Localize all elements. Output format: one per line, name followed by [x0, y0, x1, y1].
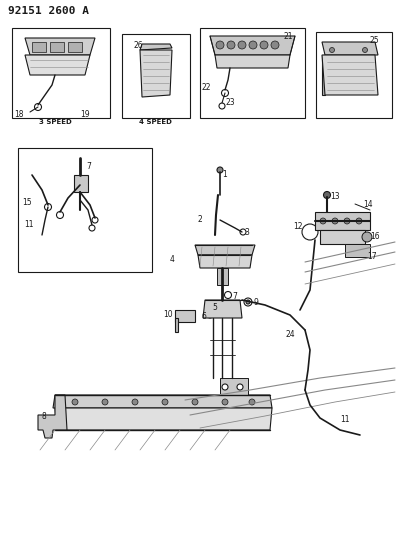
Circle shape — [222, 90, 228, 96]
Bar — [12, 28, 110, 118]
Circle shape — [222, 399, 228, 405]
Circle shape — [102, 399, 108, 405]
Circle shape — [356, 218, 362, 224]
Circle shape — [214, 304, 222, 312]
Circle shape — [56, 212, 64, 219]
Circle shape — [207, 312, 213, 318]
Polygon shape — [215, 55, 290, 68]
Bar — [74, 175, 88, 192]
Polygon shape — [53, 395, 272, 408]
Text: 9: 9 — [253, 298, 258, 307]
Circle shape — [238, 41, 246, 49]
Text: 21: 21 — [283, 32, 292, 41]
Text: 14: 14 — [363, 200, 373, 209]
Text: 18: 18 — [14, 110, 24, 119]
Polygon shape — [315, 212, 370, 230]
Circle shape — [72, 399, 78, 405]
Polygon shape — [175, 318, 178, 332]
Polygon shape — [195, 245, 255, 255]
Polygon shape — [320, 230, 365, 244]
Bar — [50, 42, 64, 52]
Text: 3: 3 — [244, 228, 249, 237]
Circle shape — [271, 41, 279, 49]
Text: 25: 25 — [370, 36, 380, 45]
Text: 4 SPEED: 4 SPEED — [138, 119, 172, 125]
Text: 92151 2600 A: 92151 2600 A — [8, 6, 89, 16]
Circle shape — [44, 204, 52, 211]
Circle shape — [302, 224, 318, 240]
Polygon shape — [345, 244, 370, 257]
Circle shape — [344, 218, 350, 224]
Circle shape — [224, 292, 232, 298]
Polygon shape — [322, 55, 325, 95]
Text: 6: 6 — [202, 312, 207, 321]
Circle shape — [249, 41, 257, 49]
Polygon shape — [322, 55, 378, 95]
Circle shape — [362, 47, 368, 52]
Text: 26: 26 — [133, 41, 143, 50]
Text: 17: 17 — [367, 252, 377, 261]
Bar — [18, 148, 152, 272]
Polygon shape — [198, 255, 252, 268]
Text: 11: 11 — [24, 220, 34, 229]
Polygon shape — [175, 310, 195, 322]
Bar — [32, 42, 46, 52]
Polygon shape — [203, 300, 242, 318]
Polygon shape — [140, 50, 172, 97]
Circle shape — [320, 218, 326, 224]
Circle shape — [34, 103, 42, 110]
Bar — [200, 28, 305, 118]
Text: 13: 13 — [330, 192, 340, 201]
Bar — [68, 42, 82, 52]
Circle shape — [330, 47, 334, 52]
Circle shape — [324, 191, 330, 198]
Polygon shape — [210, 36, 295, 55]
Text: 10: 10 — [163, 310, 173, 319]
Text: 5: 5 — [212, 303, 217, 312]
Text: 2: 2 — [198, 215, 203, 224]
Text: 22: 22 — [202, 83, 212, 92]
Circle shape — [260, 41, 268, 49]
Circle shape — [249, 399, 255, 405]
Bar — [217, 268, 228, 285]
Text: 16: 16 — [370, 232, 380, 241]
Circle shape — [246, 300, 250, 304]
Text: 23: 23 — [225, 98, 235, 107]
Circle shape — [92, 217, 98, 223]
Circle shape — [237, 384, 243, 390]
Text: 15: 15 — [22, 198, 32, 207]
Polygon shape — [38, 395, 67, 438]
Polygon shape — [220, 378, 248, 395]
Polygon shape — [322, 42, 378, 55]
Text: 4: 4 — [170, 255, 175, 264]
Circle shape — [162, 399, 168, 405]
Circle shape — [132, 399, 138, 405]
Text: 8: 8 — [42, 412, 47, 421]
Polygon shape — [25, 38, 95, 55]
Polygon shape — [55, 408, 272, 430]
Circle shape — [332, 218, 338, 224]
Circle shape — [244, 298, 252, 306]
Circle shape — [219, 103, 225, 109]
Polygon shape — [25, 55, 90, 75]
Circle shape — [216, 41, 224, 49]
Circle shape — [222, 384, 228, 390]
Bar — [122, 34, 190, 118]
Text: 11: 11 — [340, 415, 350, 424]
Polygon shape — [140, 44, 172, 50]
Text: 1: 1 — [222, 170, 227, 179]
Text: 19: 19 — [80, 110, 90, 119]
Circle shape — [362, 232, 372, 242]
Text: 7: 7 — [86, 162, 91, 171]
Bar — [316, 32, 392, 118]
Circle shape — [227, 41, 235, 49]
Text: 24: 24 — [285, 330, 295, 339]
Circle shape — [192, 399, 198, 405]
Circle shape — [217, 167, 223, 173]
Text: 7: 7 — [232, 292, 237, 301]
Circle shape — [89, 225, 95, 231]
Circle shape — [240, 229, 246, 235]
Text: 12: 12 — [293, 222, 302, 231]
Text: 3 SPEED: 3 SPEED — [39, 119, 71, 125]
